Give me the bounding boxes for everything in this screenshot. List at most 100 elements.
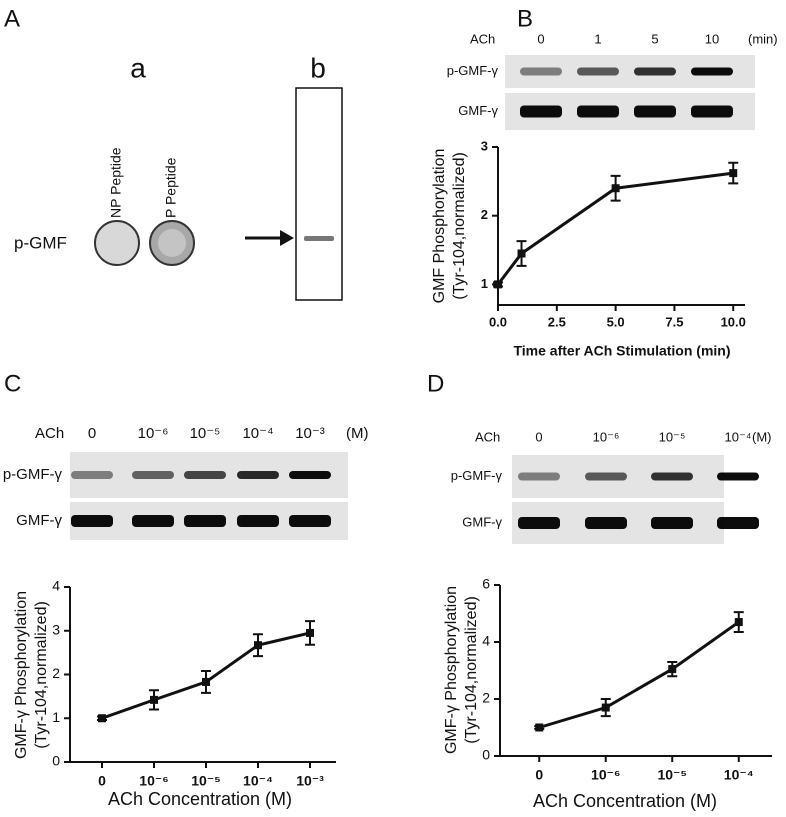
marker [611, 184, 620, 193]
row-label: p-GMF-γ [3, 466, 63, 483]
y-tick-label: 2 [52, 665, 60, 681]
marker [734, 618, 743, 627]
y-axis-label: GMF Phosphorylation [431, 149, 448, 304]
y-tick-label: 4 [482, 633, 490, 649]
dot-blot [94, 220, 140, 266]
row-label: p-GMF-γ [447, 63, 499, 78]
treatment-label: ACh [470, 31, 495, 46]
y-tick-label: 1 [481, 276, 488, 291]
x-tick-label: 0 [98, 773, 106, 789]
lane-label: 10⁻⁴ [242, 425, 273, 442]
y-axis-label: GMF-γ Phosphorylation [443, 586, 460, 754]
lane-label: 10⁻³ [295, 425, 325, 442]
lane-label: 10⁻⁴ [725, 429, 752, 444]
dot-label: P Peptide [163, 157, 179, 218]
row-label: GMF-γ [462, 514, 502, 529]
lane-label: 10 [705, 31, 719, 46]
dot-label: NP Peptide [108, 147, 124, 218]
marker [535, 723, 544, 732]
band [717, 472, 759, 481]
band [289, 471, 331, 479]
x-tick-label: 10⁻⁵ [657, 767, 687, 783]
band [577, 105, 619, 118]
x-tick-label: 2.5 [548, 314, 566, 329]
lane-label: 0 [535, 429, 542, 444]
band [237, 471, 279, 479]
x-axis-label: Time after ACh Stimulation (min) [513, 343, 730, 359]
lane-label: 0 [88, 425, 96, 442]
y-tick-label: 3 [481, 138, 488, 153]
x-axis-label: ACh Concentration (M) [108, 789, 292, 809]
band [634, 105, 676, 118]
y-tick-label: 2 [481, 207, 488, 222]
row-label: GMF-γ [458, 103, 498, 118]
x-tick-label: 5.0 [607, 314, 625, 329]
band [304, 236, 334, 241]
sub-label: b [310, 52, 326, 83]
band [132, 515, 174, 527]
x-tick-label: 0.0 [489, 314, 507, 329]
y-tick-label: 2 [482, 690, 490, 706]
strip [295, 87, 343, 301]
y-tick-label: 3 [52, 621, 60, 637]
band [717, 517, 759, 529]
band [184, 471, 226, 479]
band [634, 67, 676, 76]
marker [729, 169, 738, 178]
x-tick-label: 10⁻³ [296, 773, 324, 789]
x-tick-label: 10⁻⁴ [724, 767, 754, 783]
y-tick-label: 6 [482, 576, 490, 592]
lane-label: 10⁻⁵ [190, 425, 221, 442]
treatment-label: ACh [475, 429, 500, 444]
band [237, 515, 279, 527]
band [71, 515, 113, 527]
band [518, 517, 560, 529]
x-tick-label: 10⁻⁶ [139, 773, 168, 789]
treatment-label: ACh [35, 425, 64, 442]
y-axis-label: (Tyr-104,normalized) [33, 601, 50, 749]
band [289, 515, 331, 527]
marker [202, 677, 210, 686]
x-tick-label: 7.5 [665, 314, 683, 329]
marker [254, 641, 262, 650]
arrow-head [280, 230, 294, 246]
y-tick-label: 4 [52, 578, 60, 594]
x-axis-label: ACh Concentration (M) [533, 791, 717, 811]
row-label: p-GMF-γ [451, 468, 503, 483]
band [520, 105, 562, 118]
marker [306, 628, 314, 637]
lane-label: 0 [537, 31, 544, 46]
sub-label: a [130, 52, 146, 83]
band [651, 472, 693, 481]
lane-label: 10⁻⁶ [138, 425, 169, 442]
panel-letter: A [4, 5, 20, 32]
marker [517, 249, 526, 258]
lane-label: 10⁻⁶ [593, 429, 620, 444]
band [691, 67, 733, 76]
band [518, 472, 560, 481]
y-tick-label: 0 [482, 747, 490, 763]
unit-label: (M) [752, 429, 772, 444]
panel-letter: B [517, 5, 533, 32]
x-tick-label: 10⁻⁶ [591, 767, 620, 783]
lane-label: 1 [594, 31, 601, 46]
line [538, 620, 740, 729]
unit-label: (M) [346, 425, 369, 442]
x-tick-label: 10.0 [721, 314, 746, 329]
y-tick-label: 1 [52, 709, 60, 725]
band [651, 517, 693, 529]
panel-letter: C [4, 370, 21, 397]
x-tick-label: 10⁻⁴ [243, 773, 273, 789]
band [585, 517, 627, 529]
row-label: p-GMF [14, 233, 67, 252]
dot-blot-center [158, 229, 186, 257]
band [132, 471, 174, 479]
band [585, 472, 627, 481]
panel-letter: D [427, 370, 444, 397]
unit-label: (min) [748, 31, 778, 46]
marker [150, 695, 158, 704]
band [691, 105, 733, 118]
marker [601, 703, 610, 712]
band [577, 67, 619, 76]
